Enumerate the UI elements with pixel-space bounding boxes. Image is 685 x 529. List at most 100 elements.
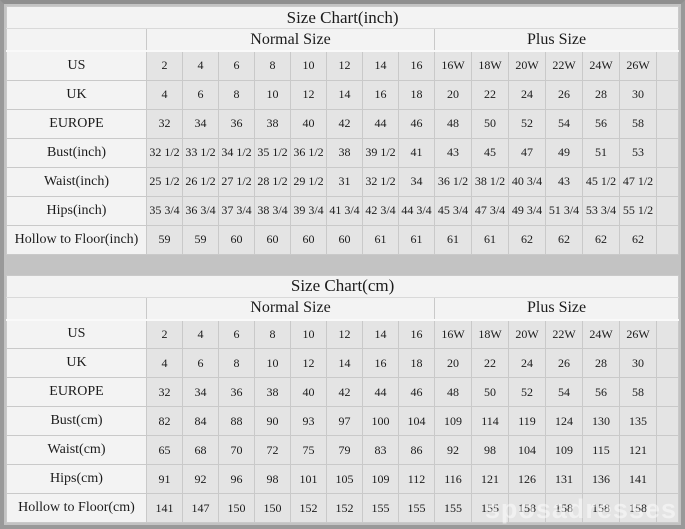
data-cell: 28: [582, 348, 620, 378]
size-chart-inch-table: Size Chart(inch) Normal Size Plus Size US 2 4…: [5, 6, 681, 255]
data-cell: 26W: [619, 50, 657, 81]
data-cell: 121: [471, 464, 509, 494]
row-label: Hips(inch): [6, 195, 147, 226]
filler-cell: [655, 377, 680, 407]
plus-size-header: Plus Size: [433, 28, 680, 52]
data-cell: 24: [508, 348, 546, 378]
data-cell: 38: [326, 137, 363, 168]
data-cell: 101: [290, 464, 327, 494]
data-cell: 16: [398, 319, 435, 349]
filler-cell: [655, 319, 680, 349]
data-cell: 14: [362, 319, 399, 349]
data-cell: 60: [218, 224, 255, 255]
data-cell: 44: [362, 377, 399, 407]
data-cell: 61: [398, 224, 435, 255]
data-cell: 32: [146, 108, 183, 139]
data-cell: 100: [362, 406, 399, 436]
data-cell: 62: [508, 224, 546, 255]
data-cell: 54: [545, 108, 583, 139]
data-cell: 8: [218, 79, 255, 110]
data-cell: 84: [182, 406, 219, 436]
data-cell: 135: [619, 406, 657, 436]
data-cell: 41 3/4: [326, 195, 363, 226]
data-cell: 28 1/2: [254, 166, 291, 197]
data-cell: 109: [545, 435, 583, 465]
data-cell: 92: [182, 464, 219, 494]
data-cell: 44: [362, 108, 399, 139]
row-label: Waist(inch): [6, 166, 147, 197]
data-cell: 51: [582, 137, 620, 168]
data-cell: 4: [182, 50, 219, 81]
table-row: Hips(cm) 91 92 96 98 101 105 109 112 116 121 126 131…: [6, 464, 680, 494]
data-cell: 88: [218, 406, 255, 436]
filler-cell: [655, 435, 680, 465]
table-row: Bust(inch) 32 1/2 33 1/2 34 1/2 35 1/2 36 1/2…: [6, 137, 680, 168]
data-cell: 158: [508, 493, 546, 523]
data-cell: 136: [582, 464, 620, 494]
data-cell: 18W: [471, 319, 509, 349]
data-cell: 12: [326, 319, 363, 349]
data-cell: 6: [182, 79, 219, 110]
tables-stack: Size Chart(inch) Normal Size Plus Size US 2 4…: [4, 4, 681, 523]
data-cell: 16: [362, 348, 399, 378]
data-cell: 68: [182, 435, 219, 465]
data-cell: 92: [434, 435, 472, 465]
table-row: US 2 4 6 8 10 12 14 16 16W 18W 20W 22W 24W 26W: [6, 319, 680, 349]
data-cell: 116: [434, 464, 472, 494]
data-cell: 158: [545, 493, 583, 523]
data-cell: 158: [619, 493, 657, 523]
data-cell: 61: [434, 224, 472, 255]
data-cell: 155: [471, 493, 509, 523]
data-cell: 26: [545, 348, 583, 378]
data-cell: 61: [471, 224, 509, 255]
data-cell: 10: [254, 79, 291, 110]
filler-cell: [655, 79, 680, 110]
filler-cell: [655, 464, 680, 494]
data-cell: 32: [146, 377, 183, 407]
data-cell: 40: [290, 377, 327, 407]
data-cell: 18: [398, 348, 435, 378]
data-cell: 115: [582, 435, 620, 465]
data-cell: 52: [508, 108, 546, 139]
data-cell: 35 3/4: [146, 195, 183, 226]
data-cell: 51 3/4: [545, 195, 583, 226]
row-label: US: [6, 319, 147, 349]
data-cell: 8: [254, 319, 291, 349]
group-spacer-cell: [6, 28, 147, 52]
data-cell: 82: [146, 406, 183, 436]
filler-cell: [655, 195, 680, 226]
normal-size-header: Normal Size: [146, 296, 435, 321]
data-cell: 36 3/4: [182, 195, 219, 226]
table-row: EUROPE 32 34 36 38 40 42 44 46 48 50 52 54 56 58: [6, 108, 680, 139]
data-cell: 47: [508, 137, 546, 168]
filler-cell: [655, 50, 680, 81]
data-cell: 47 1/2: [619, 166, 657, 197]
data-cell: 60: [326, 224, 363, 255]
data-cell: 60: [290, 224, 327, 255]
data-cell: 155: [362, 493, 399, 523]
row-label: US: [6, 50, 147, 81]
data-cell: 20W: [508, 50, 546, 81]
data-cell: 90: [254, 406, 291, 436]
normal-size-header: Normal Size: [146, 28, 435, 52]
data-cell: 40: [290, 108, 327, 139]
data-cell: 131: [545, 464, 583, 494]
data-cell: 59: [182, 224, 219, 255]
row-label: UK: [6, 79, 147, 110]
data-cell: 49: [545, 137, 583, 168]
data-cell: 91: [146, 464, 183, 494]
data-cell: 49 3/4: [508, 195, 546, 226]
data-cell: 61: [362, 224, 399, 255]
data-cell: 22: [471, 79, 509, 110]
data-cell: 8: [254, 50, 291, 81]
data-cell: 38: [254, 108, 291, 139]
data-cell: 36: [218, 377, 255, 407]
data-cell: 112: [398, 464, 435, 494]
row-label: Waist(cm): [6, 435, 147, 465]
data-cell: 155: [434, 493, 472, 523]
data-cell: 75: [290, 435, 327, 465]
data-cell: 20W: [508, 319, 546, 349]
data-cell: 45 1/2: [582, 166, 620, 197]
data-cell: 28: [582, 79, 620, 110]
